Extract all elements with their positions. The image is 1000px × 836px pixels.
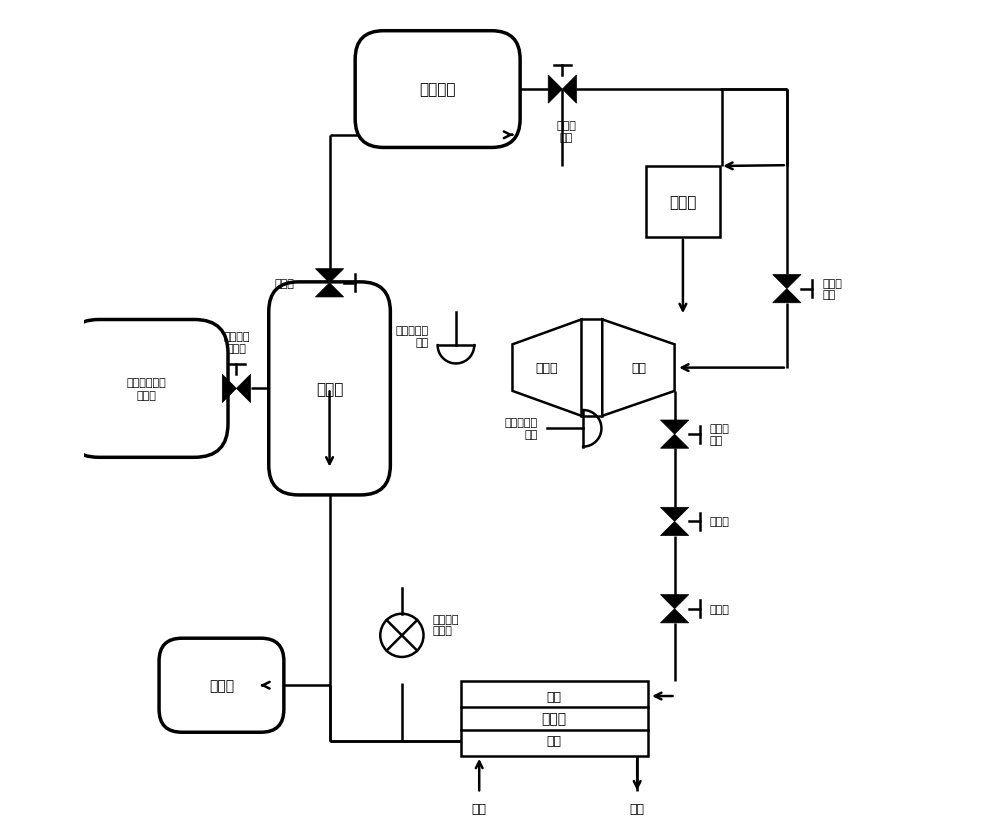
Text: 流量调
节阀: 流量调 节阀	[557, 121, 576, 143]
Polygon shape	[660, 421, 689, 435]
Text: 温度、压力
探针: 温度、压力 探针	[504, 418, 537, 440]
Polygon shape	[315, 269, 344, 283]
Polygon shape	[222, 375, 236, 403]
Text: 冷端: 冷端	[547, 735, 562, 747]
Text: 涡轮: 涡轮	[631, 362, 646, 375]
Text: 流量计: 流量计	[274, 278, 294, 288]
Text: 进水: 进水	[472, 802, 487, 814]
FancyBboxPatch shape	[355, 32, 520, 148]
Text: 进气压力
调节器: 进气压力 调节器	[223, 332, 250, 354]
Text: 氮气气源: 氮气气源	[419, 83, 456, 98]
Text: 真空泵: 真空泵	[209, 678, 234, 692]
Bar	[646, 167, 720, 237]
Text: 换热器: 换热器	[541, 711, 567, 726]
Polygon shape	[773, 275, 801, 289]
Text: 稳压箱: 稳压箱	[316, 381, 343, 396]
Text: 惰性混合气体
储气罐: 惰性混合气体 储气罐	[127, 377, 167, 400]
Text: 气体成分
分析仪: 气体成分 分析仪	[432, 614, 459, 635]
Text: 加热器: 加热器	[669, 195, 697, 210]
Text: 热端: 热端	[547, 690, 562, 703]
Text: 减压阀: 减压阀	[710, 604, 730, 614]
Polygon shape	[236, 375, 251, 403]
Text: 排水: 排水	[630, 802, 645, 814]
Polygon shape	[660, 595, 689, 609]
Polygon shape	[660, 522, 689, 536]
Polygon shape	[562, 76, 576, 104]
FancyBboxPatch shape	[159, 639, 284, 732]
Polygon shape	[548, 76, 562, 104]
Text: 压气机: 压气机	[536, 362, 558, 375]
Bar	[461, 681, 648, 756]
Text: 流量微
调阀: 流量微 调阀	[822, 278, 842, 300]
FancyBboxPatch shape	[269, 283, 390, 496]
Polygon shape	[660, 507, 689, 522]
Text: 温度、压力
探针: 温度、压力 探针	[395, 326, 428, 348]
Polygon shape	[660, 435, 689, 449]
Text: 高温排
气阀: 高温排 气阀	[710, 424, 730, 446]
FancyBboxPatch shape	[65, 320, 228, 458]
Text: 节流阀: 节流阀	[710, 517, 730, 527]
Polygon shape	[315, 283, 344, 298]
Polygon shape	[773, 289, 801, 303]
Polygon shape	[660, 609, 689, 623]
